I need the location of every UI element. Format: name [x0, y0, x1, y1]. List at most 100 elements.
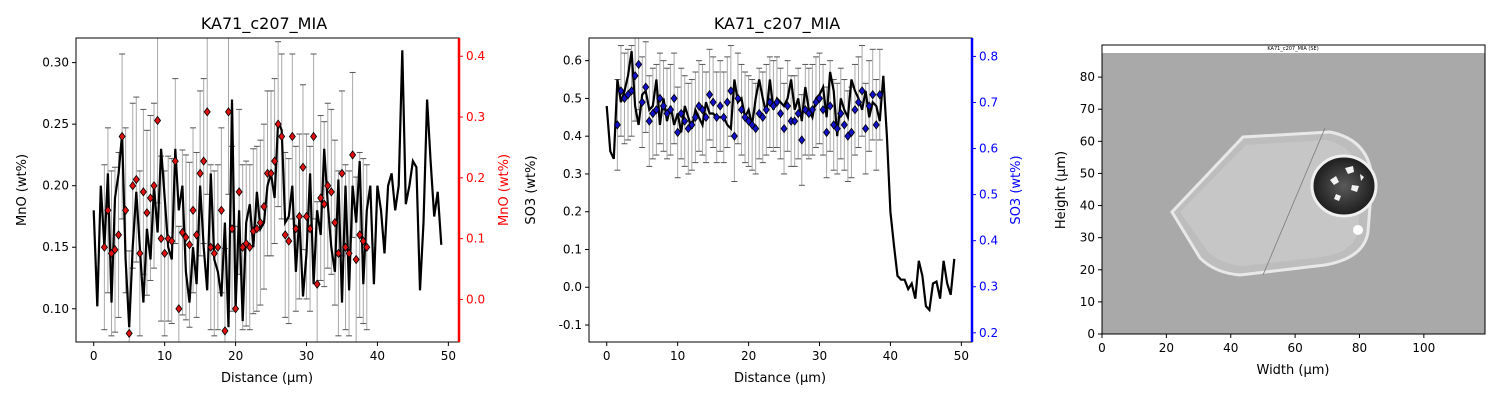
mno-data-point: [104, 205, 112, 215]
so3-right-y-tick-label: 0.2: [979, 326, 998, 340]
so3-data-point: [819, 105, 827, 115]
mno-data-point: [122, 205, 130, 215]
so3-data-point: [876, 89, 884, 100]
mno-x-tick-label: 20: [228, 349, 243, 363]
melt-inclusion: [1310, 154, 1378, 218]
so3-right-y-tick-label: 0.6: [979, 142, 998, 156]
so3-x-axis-label: Distance (µm): [734, 371, 826, 386]
mno-data-point: [168, 236, 176, 246]
mno-data-point: [175, 304, 183, 314]
sem-x-tick-label: 100: [1412, 341, 1435, 355]
mno-data-point: [338, 168, 346, 179]
so3-data-point: [659, 101, 667, 111]
so3-y-tick-label: 0.1: [563, 242, 582, 256]
so3-data-point: [617, 86, 625, 96]
so3-data-point: [869, 89, 877, 100]
so3-data-point: [716, 101, 724, 111]
mno-right-y-tick-label: 0.2: [466, 171, 485, 185]
so3-data-point: [791, 116, 799, 126]
sem-y-tick-label: 60: [1080, 134, 1095, 148]
so3-right-y-tick-label: 0.7: [979, 95, 998, 109]
so3-x-tick-label: 0: [603, 349, 611, 363]
so3-x-tick-label: 40: [883, 349, 898, 363]
so3-data-point: [691, 112, 699, 122]
so3-data-point: [677, 108, 685, 119]
so3-data-point: [837, 108, 845, 119]
sem-y-tick-label: 10: [1080, 295, 1095, 309]
so3-data-point: [688, 120, 696, 130]
so3-data-point: [642, 82, 650, 92]
mno-data-point: [132, 174, 140, 185]
mno-data-point: [256, 217, 264, 228]
so3-y-tick-label: 0.2: [563, 205, 582, 219]
mno-points-group: [100, 107, 371, 339]
mno-right-y-tick-label: 0.1: [466, 232, 485, 246]
sem-x-tick-label: 60: [1287, 341, 1302, 355]
profile-line: [1262, 127, 1326, 276]
mno-data-point: [214, 242, 222, 252]
mno-data-point: [217, 205, 225, 215]
mno-data-point: [303, 211, 311, 222]
so3-x-ticks: 0 10 20 30 40 50: [603, 342, 969, 363]
mno-data-point: [292, 224, 300, 234]
so3-data-point: [798, 135, 806, 145]
mno-data-point: [228, 224, 236, 234]
so3-data-point: [674, 127, 682, 138]
so3-y-tick-label: 0.4: [563, 129, 582, 143]
mno-data-point: [111, 245, 119, 255]
so3-data-point: [784, 101, 792, 111]
mno-chart-panel: KA71_c207_MIA 0 10 20 30 40 50 0.100.150.200.…: [15, 14, 512, 386]
so3-right-y-ticks: 0.2 0.3 0.4 0.5 0.6 0.7 0.8: [972, 49, 998, 340]
so3-x-tick-label: 10: [670, 349, 685, 363]
mno-chart-title: KA71_c207_MIA: [201, 14, 327, 34]
mno-data-point: [196, 168, 204, 179]
so3-data-point: [631, 71, 639, 81]
mno-y-tick-label: 0.20: [42, 179, 69, 193]
mno-y-tick-label: 0.25: [42, 117, 69, 131]
mno-data-point: [363, 242, 371, 252]
so3-data-point: [872, 120, 880, 130]
so3-data-point: [737, 105, 745, 115]
sem-y-tick-label: 20: [1080, 263, 1095, 277]
so3-data-point: [851, 105, 859, 115]
so3-x-tick-label: 50: [954, 349, 969, 363]
mno-data-point: [327, 187, 335, 197]
so3-data-point: [826, 101, 834, 111]
so3-data-point: [713, 112, 721, 122]
mno-data-point: [345, 248, 353, 259]
mno-data-point: [164, 233, 172, 244]
mno-data-point: [271, 156, 279, 166]
so3-data-point: [862, 123, 870, 134]
mno-data-point: [129, 181, 137, 191]
so3-x-tick-label: 20: [741, 349, 756, 363]
so3-data-point: [773, 97, 781, 107]
mno-data-point: [349, 150, 357, 160]
mno-data-point: [154, 115, 162, 126]
so3-data-point: [734, 93, 742, 104]
mno-data-point: [139, 187, 147, 197]
so3-y-tick-label: -0.1: [559, 318, 582, 332]
mno-data-point: [115, 230, 123, 240]
sem-x-tick-label: 80: [1352, 341, 1367, 355]
so3-points-group: [613, 59, 884, 145]
so3-data-point: [652, 105, 660, 115]
so3-data-point: [706, 89, 714, 100]
so3-data-point: [865, 101, 873, 111]
mno-data-point: [207, 242, 215, 252]
sem-x-ticks: 0 20 40 60 80 100: [1098, 334, 1435, 355]
so3-data-point: [645, 116, 653, 126]
sem-image-label: KA71_c207_MIA (SE): [1267, 46, 1318, 52]
so3-data-point: [635, 59, 643, 70]
so3-right-y-tick-label: 0.5: [979, 188, 998, 202]
mno-data-point: [157, 233, 165, 244]
mno-data-point: [150, 181, 158, 191]
mno-data-point: [356, 230, 364, 240]
so3-data-point: [667, 105, 675, 115]
mno-y-axis-label: MnO (wt%): [15, 154, 30, 226]
mno-data-point: [143, 208, 151, 218]
sem-image-header-strip: [1102, 45, 1485, 53]
mno-data-point: [118, 131, 126, 142]
mno-x-tick-label: 0: [90, 349, 98, 363]
so3-y-tick-label: 0.6: [563, 54, 582, 68]
so3-x-tick-label: 30: [812, 349, 827, 363]
